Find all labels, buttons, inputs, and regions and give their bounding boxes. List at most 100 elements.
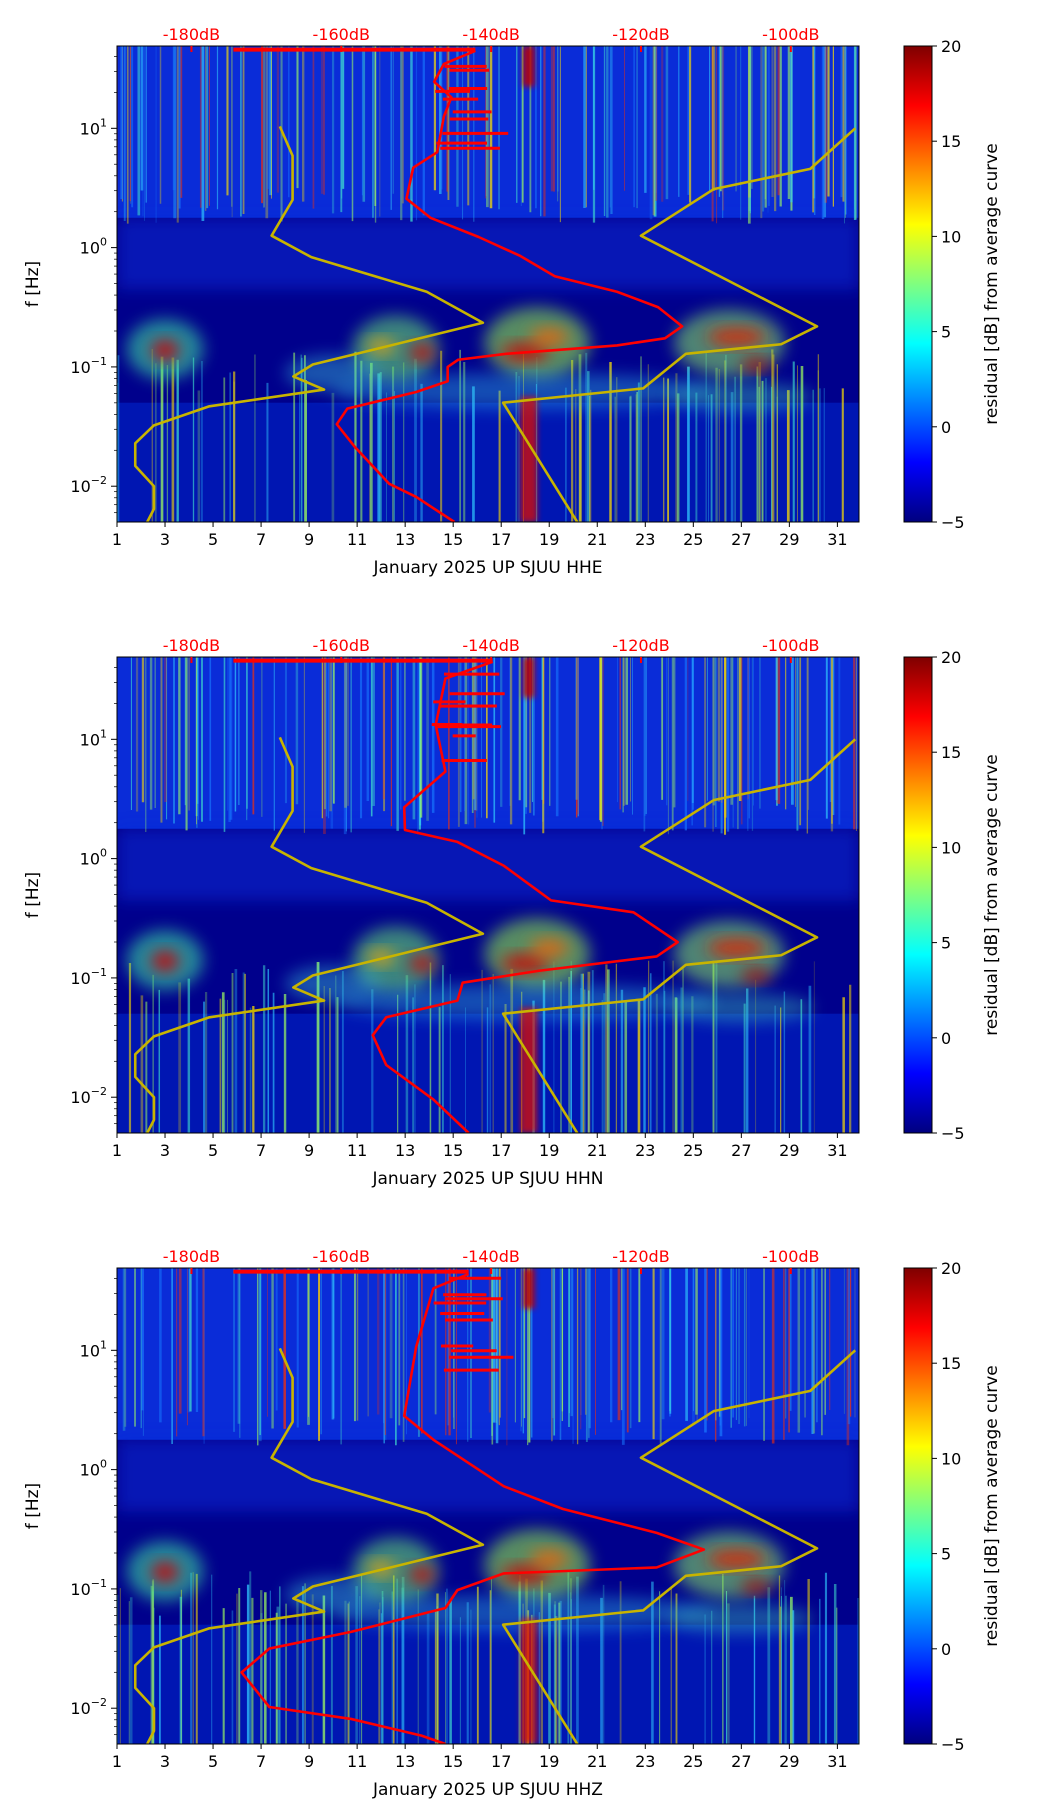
y-tick-exponent: 0 — [100, 1458, 107, 1471]
colorbar-tick-label: 20 — [941, 37, 961, 56]
y-tick-base: 10 — [80, 239, 100, 258]
x-tick-label: 1 — [112, 1141, 122, 1160]
y-tick-base: 10 — [70, 1580, 90, 1599]
x-tick-label: 11 — [347, 1752, 367, 1771]
x-tick-label: 23 — [635, 530, 655, 549]
colorbar-tick-label: 10 — [941, 838, 961, 857]
high-noise-model-line — [501, 1349, 857, 1744]
y-tick-exponent: 0 — [100, 236, 107, 249]
x-tick-label: 3 — [160, 530, 170, 549]
heatmap-energy-blob — [409, 955, 434, 972]
heatmap-area — [117, 46, 859, 522]
colorbar — [903, 1267, 933, 1745]
heatmap-energy-blob — [333, 983, 718, 1020]
x-tick-label: 3 — [160, 1141, 170, 1160]
x-tick-label: 9 — [304, 1141, 314, 1160]
x-tick-label: 5 — [208, 1752, 218, 1771]
top-db-tick-label: -140dB — [462, 636, 519, 655]
x-tick-label: 19 — [539, 530, 559, 549]
heatmap-energy-blob — [333, 1594, 718, 1631]
x-tick-label: 25 — [683, 1752, 703, 1771]
heatmap-energy-blob — [501, 1566, 550, 1583]
heatmap-low-freq-band — [117, 402, 859, 522]
colorbar-tick-label: 0 — [941, 1029, 951, 1048]
heatmap-energy-blob — [741, 1580, 771, 1593]
top-db-tick-label: -180dB — [163, 1247, 220, 1266]
x-tick-label: 23 — [635, 1141, 655, 1160]
x-tick-label: 19 — [539, 1752, 559, 1771]
heatmap-energy-blob — [530, 939, 569, 957]
x-tick-label: 23 — [635, 1752, 655, 1771]
colorbar — [903, 45, 933, 523]
heatmap-energy-blob — [530, 1550, 569, 1568]
y-tick-label: 10−2 — [70, 1696, 107, 1718]
colorbar-tick-label: 20 — [941, 1259, 961, 1278]
heatmap-energy-blob — [707, 939, 766, 957]
heatmap-energy-blob — [669, 993, 814, 1023]
x-tick-label: 1 — [112, 1752, 122, 1771]
x-tick-label: 31 — [827, 1752, 847, 1771]
x-tick-label: 5 — [208, 530, 218, 549]
y-tick-base: 10 — [80, 1341, 100, 1360]
colorbar-tick-label: 0 — [941, 418, 951, 437]
top-db-tick-label: -160dB — [313, 25, 370, 44]
x-tick-label: 15 — [443, 1752, 463, 1771]
colorbar — [903, 656, 933, 1134]
colorbar-tick-label: 15 — [941, 1354, 961, 1373]
colorbar-tick-label: 0 — [941, 1640, 951, 1659]
y-tick-exponent: −2 — [91, 1696, 107, 1709]
x-tick-label: 21 — [587, 1752, 607, 1771]
low-noise-model-line — [133, 125, 485, 522]
psd-curve-line — [335, 49, 684, 522]
y-tick-exponent: 1 — [100, 727, 107, 740]
x-tick-label: 17 — [491, 1752, 511, 1771]
top-db-tick-label: -120dB — [612, 636, 669, 655]
heatmap-red-streak — [520, 396, 538, 522]
heatmap-high-freq-band — [117, 1268, 859, 1440]
heatmap-energy-blob — [151, 340, 179, 360]
colorbar-tick-label: 15 — [941, 743, 961, 762]
plot-frame — [116, 656, 860, 1134]
x-tick-label: 15 — [443, 530, 463, 549]
y-tick-exponent: −1 — [91, 1577, 107, 1590]
top-db-tick-label: -120dB — [612, 1247, 669, 1266]
heatmap-energy-blob — [151, 1562, 179, 1582]
y-tick-base: 10 — [80, 119, 100, 138]
x-tick-label: 15 — [443, 1141, 463, 1160]
heatmap-energy-blob — [669, 1604, 814, 1634]
heatmap-energy-blob — [707, 328, 766, 346]
x-tick-label: 13 — [395, 1752, 415, 1771]
top-db-tick-label: -140dB — [462, 1247, 519, 1266]
x-tick-label: 9 — [304, 1752, 314, 1771]
x-tick-label: 27 — [731, 1752, 751, 1771]
x-tick-label: 21 — [587, 530, 607, 549]
heatmap-red-streak — [522, 1268, 535, 1309]
y-tick-exponent: −2 — [91, 474, 107, 487]
colorbar-tick-label: 5 — [941, 323, 951, 342]
colorbar-tick-label: −5 — [941, 513, 965, 532]
heatmap-area — [117, 1268, 859, 1744]
x-axis-label: January 2025 UP SJUU HHZ — [372, 1780, 603, 1800]
colorbar-tick-label: −5 — [941, 1124, 965, 1143]
colorbar-tick-label: 20 — [941, 648, 961, 667]
top-db-tick-label: -160dB — [313, 636, 370, 655]
colorbar-tick-label: 15 — [941, 132, 961, 151]
heatmap-energy-blob — [530, 328, 569, 346]
x-tick-label: 7 — [256, 1752, 266, 1771]
x-tick-label: 11 — [347, 530, 367, 549]
colorbar-tick-label: 10 — [941, 1449, 961, 1468]
top-db-tick-label: -100dB — [762, 636, 819, 655]
x-tick-label: 29 — [779, 1752, 799, 1771]
heatmap-red-streak — [522, 46, 535, 87]
y-axis-label: f [Hz] — [23, 872, 43, 918]
y-tick-label: 10−1 — [70, 355, 107, 377]
heatmap-area — [117, 657, 859, 1133]
heatmap-energy-blob — [741, 358, 771, 371]
colorbar-label: residual [dB] from average curve — [982, 1365, 1002, 1646]
y-tick-label: 10−2 — [70, 1085, 107, 1107]
psd-curve-line — [240, 1272, 706, 1744]
heatmap-low-freq-band — [117, 1624, 859, 1744]
y-axis-label: f [Hz] — [23, 261, 43, 307]
y-tick-base: 10 — [80, 730, 100, 749]
